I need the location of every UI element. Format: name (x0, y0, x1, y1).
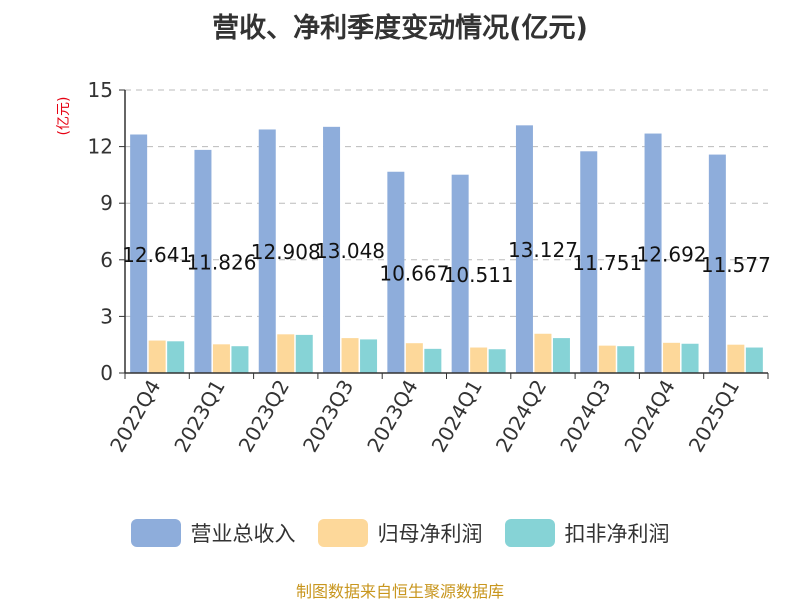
data-label-revenue: 11.577 (701, 253, 771, 277)
x-tick-label: 2025Q1 (684, 376, 744, 457)
data-label-revenue: 11.751 (572, 251, 642, 275)
data-label-revenue: 13.127 (508, 238, 578, 262)
bar-net-profit[interactable] (277, 334, 295, 373)
bar-net-profit[interactable] (148, 340, 166, 373)
y-tick-label: 3 (100, 304, 113, 328)
bar-net-profit[interactable] (341, 338, 359, 373)
grid-lines (125, 89, 768, 317)
bar-deducted-profit[interactable] (681, 343, 699, 373)
bar-deducted-profit[interactable] (231, 346, 249, 373)
x-tick-label: 2024Q3 (555, 376, 615, 457)
bar-revenue[interactable] (387, 171, 405, 373)
data-label-revenue: 13.048 (315, 239, 385, 263)
bar-net-profit[interactable] (470, 347, 488, 373)
legend-swatch-deducted-profit (504, 519, 555, 547)
legend: 营业总收入 归母净利润 扣非净利润 (0, 518, 800, 548)
chart-title: 营收、净利季度变动情况(亿元) (212, 13, 588, 44)
legend-label-net-profit: 归母净利润 (377, 522, 483, 546)
y-tick-label: 0 (100, 361, 113, 385)
y-tick-label: 6 (100, 248, 113, 272)
data-label-revenue: 12.908 (251, 240, 321, 264)
data-label-revenue: 10.667 (379, 261, 449, 285)
y-tick-label: 12 (88, 135, 113, 159)
bar-revenue[interactable] (580, 151, 598, 373)
y-axis-label: (亿元) (56, 97, 72, 136)
x-tick-label: 2023Q1 (169, 376, 229, 457)
bar-net-profit[interactable] (727, 344, 745, 373)
legend-swatch-net-profit (317, 519, 368, 547)
data-labels: 12.64111.82612.90813.04810.66710.51113.1… (122, 238, 771, 287)
bar-revenue[interactable] (644, 133, 662, 373)
bar-net-profit[interactable] (534, 333, 552, 373)
bar-deducted-profit[interactable] (424, 348, 442, 373)
bar-net-profit[interactable] (598, 345, 616, 373)
bar-revenue[interactable] (708, 154, 726, 373)
bar-net-profit[interactable] (212, 344, 230, 373)
bar-deducted-profit[interactable] (617, 346, 635, 373)
bar-revenue[interactable] (130, 134, 148, 373)
legend-item-net-profit[interactable]: 归母净利润 (317, 518, 483, 548)
data-label-revenue: 12.692 (637, 242, 707, 266)
bar-revenue[interactable] (515, 125, 533, 373)
bar-revenue[interactable] (451, 174, 469, 373)
x-tick-label: 2024Q2 (491, 376, 551, 457)
x-tick-label: 2022Q4 (105, 376, 165, 457)
bar-revenue[interactable] (258, 129, 276, 373)
legend-label-deducted-profit: 扣非净利润 (564, 522, 670, 546)
bar-revenue[interactable] (323, 126, 341, 374)
x-tick-label: 2024Q4 (619, 376, 679, 457)
legend-swatch-revenue (130, 519, 181, 547)
data-label-revenue: 11.826 (186, 250, 256, 274)
bar-deducted-profit[interactable] (360, 339, 378, 373)
x-tick-label: 2024Q1 (427, 376, 487, 457)
bar-deducted-profit[interactable] (295, 334, 313, 373)
bar-deducted-profit[interactable] (552, 338, 570, 373)
x-tick-label: 2023Q4 (362, 376, 422, 457)
bar-net-profit[interactable] (663, 342, 681, 373)
legend-item-deducted-profit[interactable]: 扣非净利润 (504, 518, 670, 548)
bar-deducted-profit[interactable] (167, 341, 185, 373)
legend-item-revenue[interactable]: 营业总收入 (130, 518, 296, 548)
y-tick-label: 15 (88, 78, 113, 102)
bars (130, 125, 763, 374)
bar-deducted-profit[interactable] (745, 347, 763, 373)
y-tick-label: 9 (100, 191, 113, 215)
bar-net-profit[interactable] (405, 343, 423, 373)
legend-label-revenue: 营业总收入 (190, 522, 296, 546)
x-tick-label: 2023Q2 (234, 376, 294, 457)
bar-revenue[interactable] (194, 149, 212, 373)
data-label-revenue: 12.641 (122, 243, 192, 267)
bar-deducted-profit[interactable] (488, 349, 506, 373)
data-label-revenue: 10.511 (444, 263, 514, 287)
data-source-note: 制图数据来自恒生聚源数据库 (295, 582, 504, 601)
x-tick-label: 2023Q3 (298, 376, 358, 457)
